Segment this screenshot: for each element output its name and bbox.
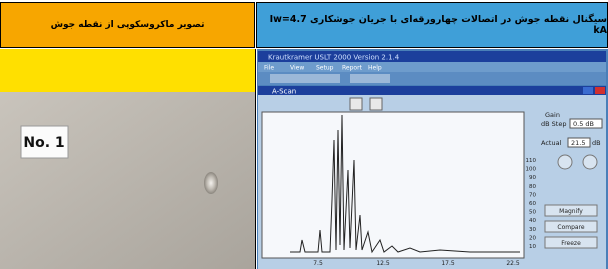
db-step-label: dB Step bbox=[541, 120, 566, 128]
gain-up[interactable] bbox=[558, 155, 572, 169]
amplitude-tick: 50 bbox=[529, 210, 536, 216]
amplitude-tick: 80 bbox=[529, 184, 536, 190]
gain-label: Gain bbox=[545, 111, 560, 119]
amplitude-tick: 100 bbox=[526, 167, 537, 173]
photo-label: No. 1 bbox=[23, 135, 64, 151]
weld-spot bbox=[204, 172, 218, 194]
amplitude-tick: 110 bbox=[526, 158, 537, 164]
menu-item: Help bbox=[368, 65, 382, 72]
menu-item: File bbox=[264, 65, 274, 72]
db-step-value: 0.5 dB bbox=[573, 120, 594, 128]
amplitude-tick: 90 bbox=[529, 175, 536, 181]
menu-bar bbox=[258, 62, 606, 72]
amplitude-tick: 10 bbox=[529, 244, 536, 250]
help-button[interactable] bbox=[583, 87, 593, 94]
page: تصویر ماکروسکوپی از نقطه جوش سیگنال نقطه… bbox=[0, 0, 608, 269]
amplitude-tick: 60 bbox=[529, 201, 536, 207]
close-button[interactable] bbox=[595, 87, 605, 94]
actual-value: 21.5 bbox=[571, 139, 585, 147]
gate-a[interactable] bbox=[350, 98, 362, 110]
amplitude-tick: 20 bbox=[529, 235, 536, 241]
amplitude-tick: 30 bbox=[529, 227, 536, 233]
gate-b[interactable] bbox=[370, 98, 382, 110]
range-tick: 7.5 bbox=[313, 260, 323, 267]
side-button-label: Freeze bbox=[561, 240, 581, 247]
content: No. 1 Krautkramer USLT 2000 Version 2.1.… bbox=[0, 0, 608, 269]
amplitude-tick: 40 bbox=[529, 218, 536, 224]
yellow-band bbox=[0, 49, 255, 92]
side-button-label: Compare bbox=[557, 224, 585, 231]
toolbar-icons bbox=[270, 74, 340, 83]
menu-item: View bbox=[290, 65, 304, 72]
window-title: Krautkramer USLT 2000 Version 2.1.4 bbox=[268, 54, 400, 62]
panel-titlebar bbox=[258, 86, 606, 95]
toolbar-icons bbox=[350, 74, 390, 83]
gain-down[interactable] bbox=[583, 155, 597, 169]
side-button-label: Magnify bbox=[559, 208, 583, 215]
range-tick: 17.5 bbox=[441, 260, 455, 267]
range-tick: 12.5 bbox=[376, 260, 390, 267]
amplitude-tick: 70 bbox=[529, 192, 536, 198]
menu-item: Setup bbox=[316, 65, 334, 72]
actual-label: Actual bbox=[541, 139, 562, 147]
panel-title: A-Scan bbox=[272, 88, 296, 96]
actual-unit: dB bbox=[592, 139, 601, 147]
a-scan-plot bbox=[262, 112, 524, 258]
range-tick: 22.5 bbox=[506, 260, 520, 267]
menu-item: Report bbox=[342, 65, 363, 72]
